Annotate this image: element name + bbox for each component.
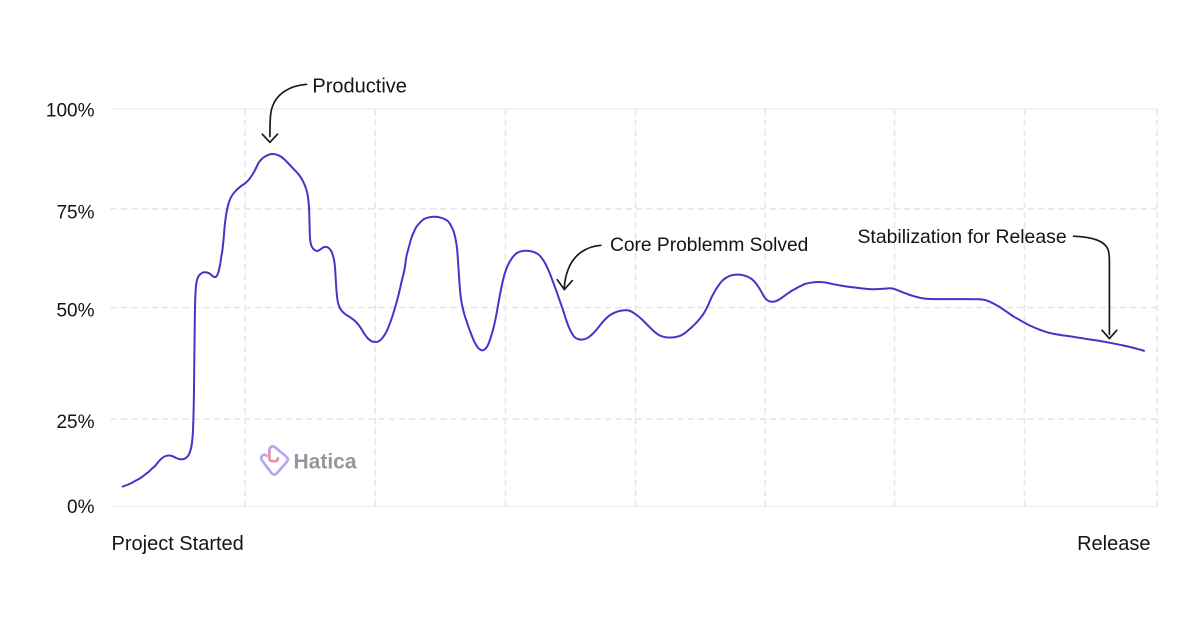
svg-text:50%: 50% xyxy=(56,301,94,322)
svg-text:Project Started: Project Started xyxy=(112,533,244,555)
svg-text:25%: 25% xyxy=(56,412,94,433)
svg-text:75%: 75% xyxy=(56,203,94,224)
svg-text:Stabilization for Release: Stabilization for Release xyxy=(858,226,1067,248)
svg-text:Core Problemm Solved: Core Problemm Solved xyxy=(610,235,808,256)
svg-text:Productive: Productive xyxy=(312,76,407,98)
svg-text:0%: 0% xyxy=(67,497,95,518)
svg-text:Hatica: Hatica xyxy=(294,450,357,473)
svg-text:Release: Release xyxy=(1077,533,1150,555)
svg-text:100%: 100% xyxy=(46,101,95,122)
